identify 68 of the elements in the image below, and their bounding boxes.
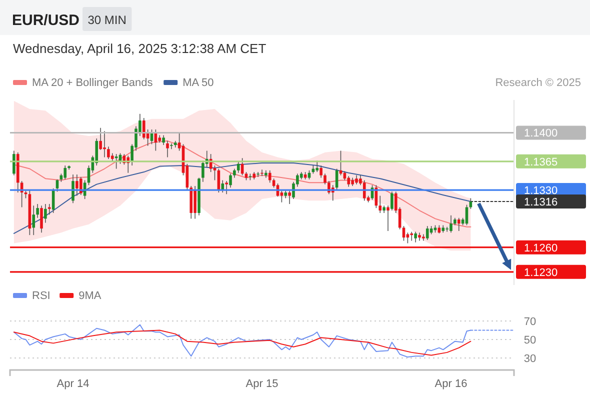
legend-label: 9MA [78,290,102,302]
candlestick [386,205,390,232]
legend-label: RSI [32,290,50,302]
text: 30 MIN [88,13,126,27]
y-tick-label: 1.1365 [524,156,558,168]
candlestick [142,118,146,140]
candlestick [414,231,417,243]
candlestick [233,168,236,178]
candlestick [410,231,414,242]
candlestick [64,165,67,180]
candlestick [72,174,74,204]
y-tick-label: 50 [524,334,536,346]
candlestick [194,186,196,220]
y-tick-label: 1.1316 [524,196,558,209]
line-series [13,330,472,356]
candlestick [202,160,204,182]
candlestick [378,195,382,214]
candlestick [170,142,173,150]
y-tick-label: 1.1260 [524,242,558,254]
candlestick [308,170,311,180]
candlestick [162,134,165,146]
y-tick-label: 30 [524,352,536,365]
candlestick [56,179,59,192]
candlestick [418,232,421,242]
candlestick [107,146,110,160]
candlestick [390,191,394,211]
x-tick-label: Apr 15 [246,378,278,390]
candlestick [44,204,47,224]
candlestick [320,165,322,178]
x-tick-label: Apr 14 [56,378,90,390]
y-tick-label: 70 [524,316,536,328]
candlestick [426,226,429,240]
candlestick [221,180,224,193]
candlestick [288,190,291,204]
y-tick-label: 1.1330 [524,185,558,198]
candlestick [48,204,51,215]
candlestick [32,205,36,236]
candlestick [450,215,452,234]
text: Research © 2025 [495,77,581,89]
candlestick [347,176,350,188]
line-series [13,162,472,234]
candlestick [103,130,106,158]
candlestick [256,172,260,178]
candlestick [36,204,39,218]
y-tick-label: 1.1230 [524,266,558,279]
candlestick [324,173,326,185]
candlestick [40,205,43,234]
candlestick [355,174,358,185]
legend-label: MA 20 + Bollinger Bands [32,77,154,89]
candlestick [99,127,102,150]
candlestick [12,150,16,176]
candlestick [236,160,240,174]
candlestick [166,140,169,158]
candlestick [76,174,78,196]
candlestick [446,226,448,232]
y-tick-label: 1.1400 [524,128,558,140]
chart-subtitle: Wednesday, April 16, 2025 3:12:38 AM CET [13,41,266,56]
candlestick [268,170,272,184]
x-tick-label: Apr 16 [434,378,468,390]
candlestick [225,180,228,195]
candlestick [402,226,406,242]
candlestick [422,234,425,242]
legend-label: MA 50 [182,77,214,89]
candlestick [362,180,366,202]
chart-title: EUR/USD [12,12,80,29]
candlestick [229,173,232,188]
candlestick [465,204,468,226]
candlestick [457,217,460,232]
